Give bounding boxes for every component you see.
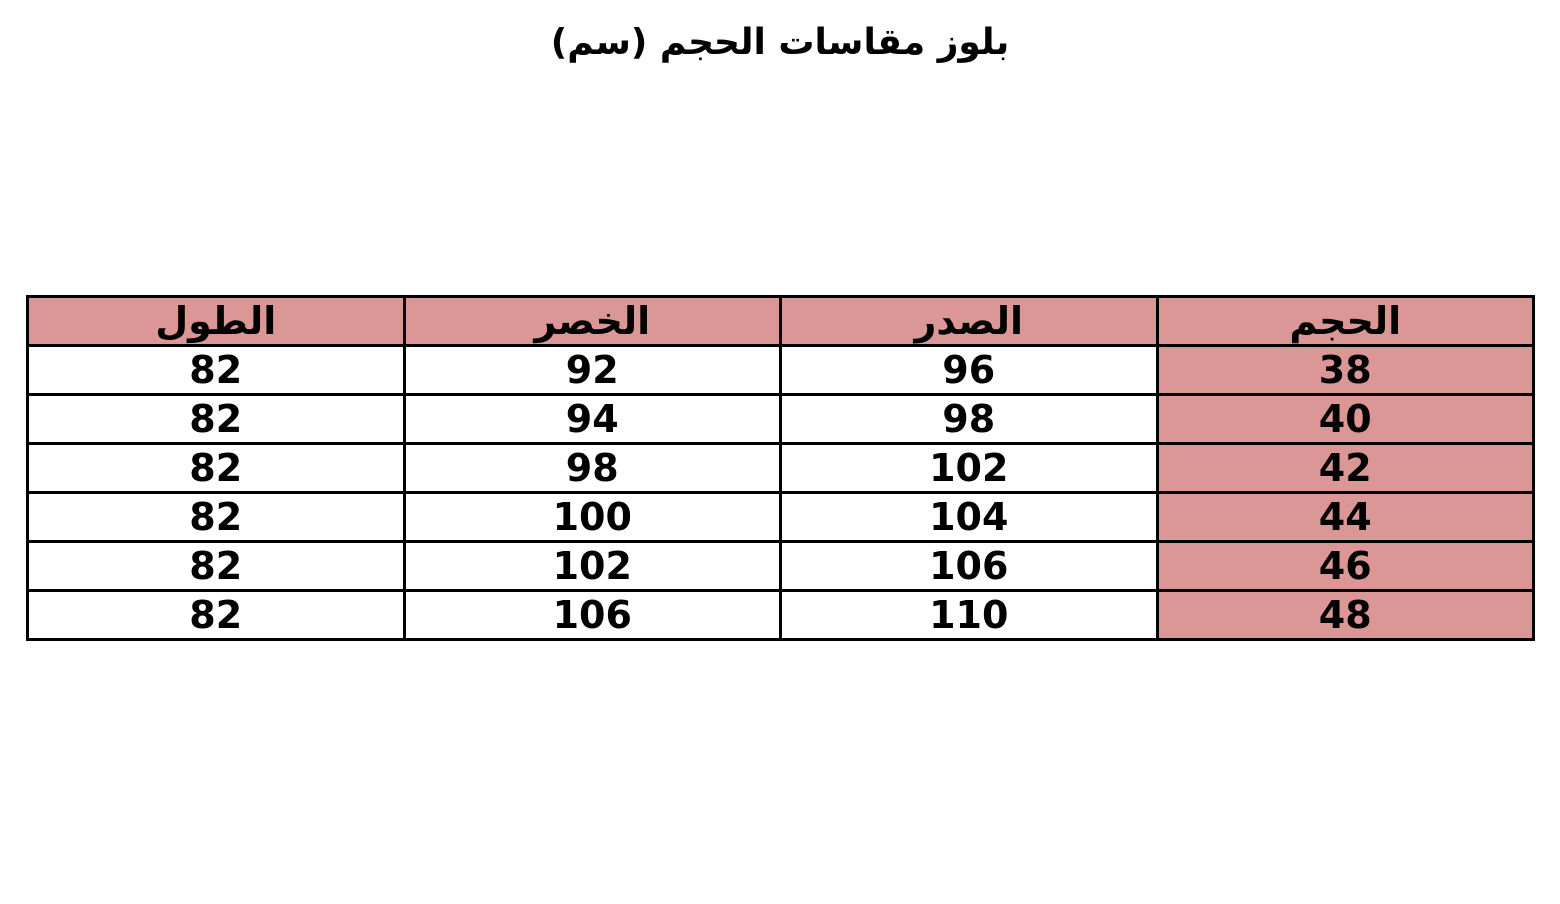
chest-cell: 104 [779,491,1159,543]
length-cell: 82 [26,589,406,641]
length-cell: 82 [26,491,406,543]
waist-cell: 106 [402,589,782,641]
page-title: بلوز مقاسات الحجم (سم) [550,22,1010,63]
table-row: 38 96 92 82 [26,344,1535,396]
chest-cell: 106 [779,540,1159,592]
size-cell: 38 [1155,344,1535,396]
table-row: 44 104 100 82 [26,491,1535,543]
length-cell: 82 [26,344,406,396]
waist-cell: 92 [402,344,782,396]
length-cell: 82 [26,442,406,494]
header-length: الطول [26,295,406,347]
waist-cell: 98 [402,442,782,494]
table-header-row: الحجم الصدر الخصر الطول [26,295,1535,347]
size-cell: 40 [1155,393,1535,445]
table-row: 48 110 106 82 [26,589,1535,641]
chest-cell: 102 [779,442,1159,494]
table-row: 40 98 94 82 [26,393,1535,445]
length-cell: 82 [26,393,406,445]
table-row: 42 102 98 82 [26,442,1535,494]
size-cell: 46 [1155,540,1535,592]
waist-cell: 100 [402,491,782,543]
chest-cell: 98 [779,393,1159,445]
waist-cell: 102 [402,540,782,592]
waist-cell: 94 [402,393,782,445]
size-cell: 44 [1155,491,1535,543]
chest-cell: 96 [779,344,1159,396]
table-row: 46 106 102 82 [26,540,1535,592]
length-cell: 82 [26,540,406,592]
size-cell: 48 [1155,589,1535,641]
header-waist: الخصر [402,295,782,347]
header-chest: الصدر [779,295,1159,347]
size-chart-table: الحجم الصدر الخصر الطول 38 96 92 82 40 98 94 82… [26,295,1535,641]
chest-cell: 110 [779,589,1159,641]
size-cell: 42 [1155,442,1535,494]
header-size: الحجم [1155,295,1535,347]
